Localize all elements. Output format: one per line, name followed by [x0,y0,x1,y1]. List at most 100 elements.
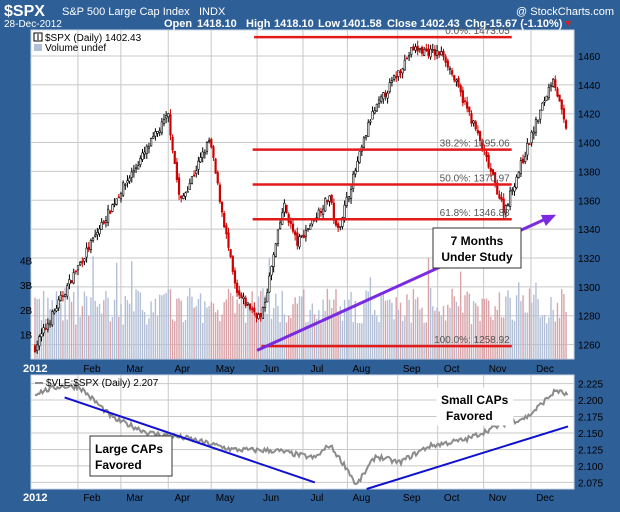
price-candle-body [362,137,366,148]
volume-bar [305,322,307,359]
volume-bar [477,306,479,359]
volume-bar [105,290,107,359]
x-tick-label: Jul [311,364,324,375]
y-tick-label: 1420 [578,110,601,121]
price-candle-body [143,151,146,155]
price-candle-body [165,115,168,119]
price-candle-body [91,237,95,242]
price-candle-body [147,146,151,149]
price-candle-body [223,213,226,228]
volume-bar [367,291,369,359]
price-candle-body [42,327,45,334]
volume-bar [350,291,352,359]
volume-bar [500,317,503,359]
price-candle-body [253,307,256,313]
price-candle-body [556,88,559,97]
low-value: 1401.58 [342,18,382,30]
volume-bar [55,291,58,359]
price-candle-body [197,160,200,170]
price-candle-body [536,119,540,122]
fib-label: 0.0%: 1473.05 [445,26,510,37]
volume-bar [70,301,73,359]
price-candle-body [552,78,555,87]
price-candle-body [137,165,140,170]
volume-bar [268,258,271,359]
price-candle-body [150,138,153,147]
volume-bar [382,293,384,359]
x-tick-label-ratio: Jun [263,493,279,504]
volume-bar [100,313,103,359]
volume-bar [111,317,114,359]
price-candle-body [545,95,548,101]
volume-bar [264,295,266,359]
price-candle-body [285,205,288,214]
volume-bar [62,320,64,359]
volume-bar [103,300,105,359]
volume-bar [107,297,109,359]
price-candle-body [132,170,136,173]
price-candle-body [388,82,391,92]
x-tick-label-ratio: Dec [536,493,554,504]
price-candle-body [509,190,512,207]
price-candle-body [444,56,447,63]
volume-bar [247,301,249,359]
price-candle-body [500,196,503,201]
volume-bar [318,310,320,359]
volume-bar [165,292,167,359]
price-candle-body [115,198,118,205]
price-candle-body [498,194,501,199]
price-candle-body [435,50,439,56]
volume-bar [206,307,208,359]
price-candle-body [68,279,71,285]
ratio-y-tick-label: 2.200 [578,396,603,407]
price-candle-body [352,173,355,189]
price-candle-body [304,229,308,237]
annotation-box-large-caps [89,435,173,477]
price-candle-body [48,322,52,326]
volume-bar [66,319,68,359]
close-value: 1402.43 [420,18,460,30]
price-candle-body [397,70,400,77]
price-candle-body [478,131,482,141]
volume-bar [470,324,473,359]
volume-bar [174,321,176,359]
volume-bar [429,287,432,359]
price-candle-body [395,75,398,79]
volume-bar [255,320,258,359]
x-tick-label-ratio: May [216,493,235,504]
price-candle-body [504,205,507,214]
volume-bar [528,288,531,359]
price-candle-body [463,100,467,103]
price-candle-body [212,146,215,158]
volume-bar [333,299,335,359]
volume-bar [380,295,382,359]
volume-bar [401,320,404,359]
open-label: Open [164,18,192,30]
x-tick-label: Oct [444,364,460,375]
price-candle-body [104,220,108,223]
volume-bar [210,301,212,359]
volume-bar [399,302,402,359]
volume-bar [154,298,157,359]
index-name: S&P 500 Large Cap Index [62,6,190,18]
price-candle-body [74,270,77,273]
price-candle-body [532,131,535,135]
price-candle-body [177,177,181,195]
volume-legend-swatch [34,44,42,51]
x-tick-label-ratio: Jul [311,493,324,504]
ratio-y-tick-label: 2.125 [578,445,603,456]
volume-bar [169,289,172,359]
volume-bar [541,315,544,359]
price-candle-body [81,260,84,264]
volume-bar [324,311,326,359]
price-candle-body [337,223,340,228]
y-tick-label: 1460 [578,52,601,63]
volume-bar [376,315,378,359]
volume-bar [440,315,443,359]
price-candle-body [51,311,54,326]
volume-bar [212,303,215,359]
price-candle-body [154,131,157,137]
volume-bar [408,299,410,359]
volume-bar [141,309,144,359]
price-candle-body [380,96,383,102]
